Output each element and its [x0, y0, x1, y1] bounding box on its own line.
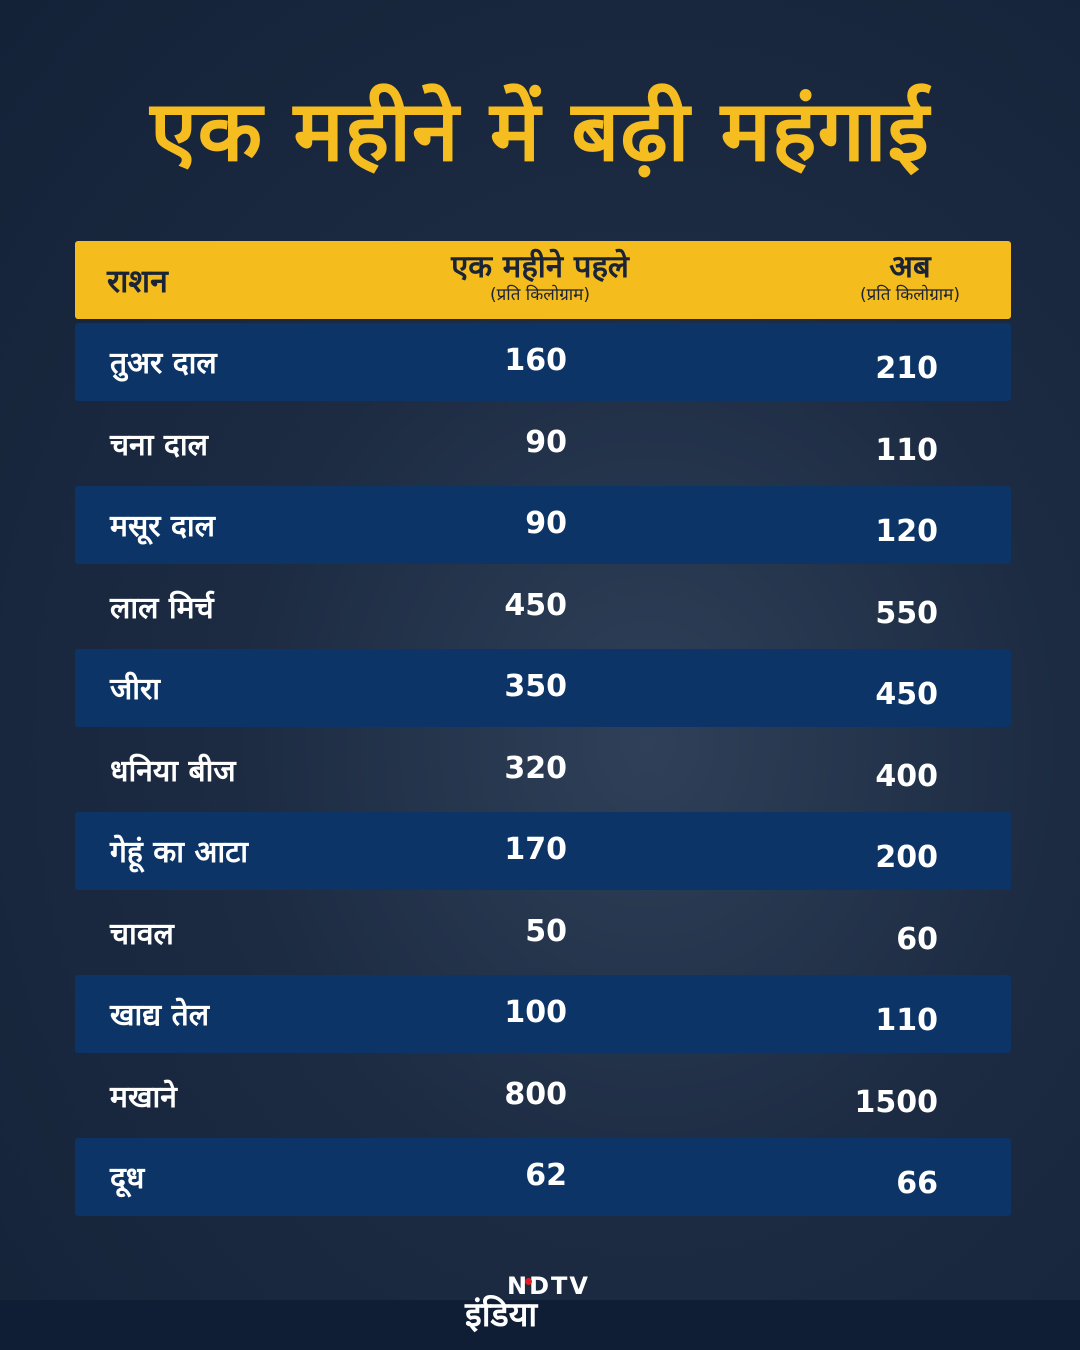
- row-before-value: 50: [525, 913, 567, 949]
- row-before-value: 62: [525, 1158, 567, 1193]
- page-title: एक महीने में बढ़ी महंगाई: [150, 82, 930, 180]
- row-item: गेहूं का आटा: [110, 835, 249, 870]
- row-item: तुअर दाल: [110, 346, 217, 381]
- row-item: मसूर दाल: [110, 509, 215, 544]
- row-now-value: 1500: [854, 1084, 939, 1120]
- table-row: दूध 62 66: [75, 1138, 1011, 1216]
- table-row: खाद्य तेल 100 110: [75, 975, 1011, 1053]
- table-row: धनिया बीज 320 400: [75, 731, 1011, 809]
- table-row: चावल 50 60: [75, 894, 1011, 972]
- row-before-value: 100: [504, 995, 567, 1030]
- row-item: जीरा: [110, 672, 161, 707]
- table-row: जीरा 350 450: [75, 649, 1011, 727]
- row-now-value: 210: [875, 351, 938, 386]
- column-header-item: राशन: [107, 262, 168, 300]
- table-row: मखाने 800 1500: [75, 1057, 1011, 1135]
- ndtv-india-logo: NDTV इंडिया: [465, 1272, 615, 1335]
- column-header-now-label: अब: [889, 249, 931, 285]
- row-now-value: 66: [896, 1166, 938, 1201]
- row-before-value: 90: [525, 424, 567, 460]
- row-item: चावल: [110, 916, 174, 952]
- row-now-value: 110: [875, 432, 938, 468]
- row-before-value: 320: [504, 750, 567, 786]
- row-now-value: 550: [875, 595, 938, 631]
- row-item: धनिया बीज: [110, 753, 236, 789]
- table-row: मसूर दाल 90 120: [75, 486, 1011, 564]
- row-now-value: 120: [875, 514, 938, 549]
- row-item: मखाने: [110, 1079, 177, 1115]
- table-row: लाल मिर्च 450 550: [75, 568, 1011, 646]
- row-before-value: 450: [504, 587, 567, 623]
- row-item: खाद्य तेल: [110, 998, 210, 1033]
- column-header-before-label: एक महीने पहले: [451, 249, 629, 285]
- row-now-value: 60: [896, 921, 938, 957]
- column-header-before: एक महीने पहले (प्रति किलोग्राम): [415, 249, 665, 305]
- logo-ndtv-text: NDTV: [507, 1272, 590, 1300]
- table-row: चना दाल 90 110: [75, 405, 1011, 483]
- row-now-value: 110: [875, 1003, 938, 1038]
- column-header-now: अब (प्रति किलोग्राम): [835, 249, 985, 305]
- logo-red-dot: [525, 1278, 532, 1285]
- row-now-value: 400: [875, 758, 938, 794]
- row-item: दूध: [110, 1161, 145, 1196]
- table-row: गेहूं का आटा 170 200: [75, 812, 1011, 890]
- row-before-value: 160: [504, 343, 567, 378]
- row-item: लाल मिर्च: [110, 590, 214, 626]
- logo-india-text: इंडिया: [465, 1295, 538, 1335]
- row-now-value: 200: [875, 840, 938, 875]
- table-header: राशन एक महीने पहले (प्रति किलोग्राम) अब …: [75, 241, 1011, 319]
- footer-band: [0, 1300, 1080, 1350]
- row-before-value: 90: [525, 506, 567, 541]
- row-before-value: 800: [504, 1076, 567, 1112]
- row-before-value: 170: [504, 832, 567, 867]
- row-now-value: 450: [875, 677, 938, 712]
- row-item: चना दाल: [110, 427, 208, 463]
- row-before-value: 350: [504, 669, 567, 704]
- column-header-before-unit: (प्रति किलोग्राम): [490, 285, 590, 305]
- column-header-now-unit: (प्रति किलोग्राम): [860, 285, 960, 305]
- table-row: तुअर दाल 160 210: [75, 323, 1011, 401]
